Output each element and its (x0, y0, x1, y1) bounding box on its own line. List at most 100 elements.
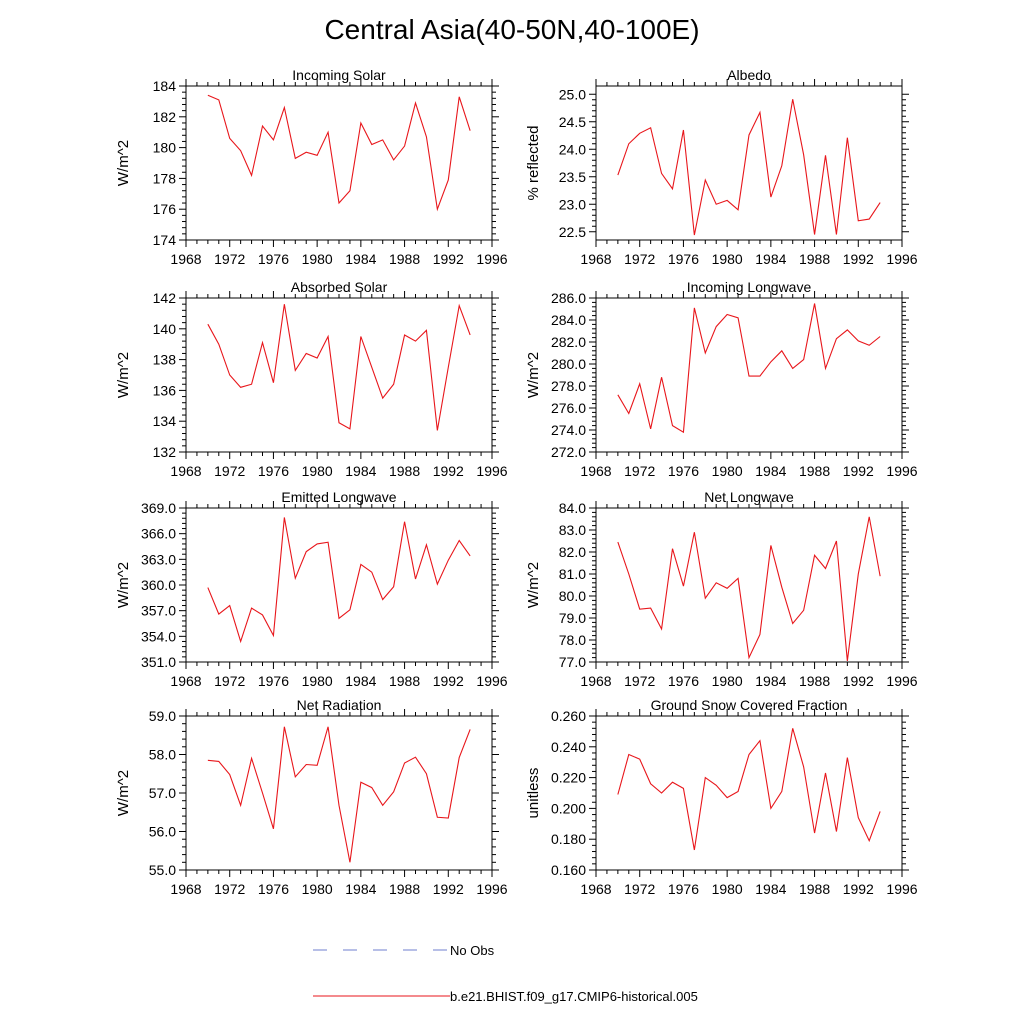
y-tick-label: 0.220 (551, 770, 586, 786)
plot-frame (185, 85, 493, 241)
series-line-model (617, 728, 881, 851)
y-tick-label: 58.0 (149, 747, 176, 763)
x-tick-label: 1996 (886, 251, 917, 267)
y-tick-label: 22.5 (559, 224, 586, 240)
y-tick-label: 174 (153, 232, 177, 248)
y-tick-label: 25.0 (559, 86, 586, 102)
x-tick-label: 1968 (580, 881, 611, 897)
y-tick-label: 276.0 (551, 400, 586, 416)
y-tick-label: 369.0 (141, 500, 176, 516)
x-tick-label: 1976 (258, 881, 289, 897)
x-tick-label: 1968 (170, 251, 201, 267)
x-tick-label: 1980 (302, 463, 333, 479)
x-tick-label: 1972 (624, 673, 655, 689)
series-line-model (617, 303, 881, 434)
x-tick-label: 1988 (799, 251, 830, 267)
y-tick-label: 282.0 (551, 334, 586, 350)
y-tick-label: 136 (153, 382, 177, 398)
x-tick-label: 1976 (668, 673, 699, 689)
x-tick-label: 1992 (433, 463, 464, 479)
panel-title: Incoming Longwave (687, 279, 812, 295)
x-tick-label: 1992 (843, 463, 874, 479)
panel-absorbed-solar: Absorbed Solar W/m^2 1968 1972 1976 1980 1984 1… (115, 279, 508, 479)
x-tick-label: 1976 (668, 463, 699, 479)
x-tick-label: 1968 (580, 463, 611, 479)
x-tick-label: 1980 (302, 673, 333, 689)
panel-incoming-longwave: Incoming Longwave W/m^2 1968 1972 1976 1980 19… (525, 279, 918, 479)
y-tick-label: 280.0 (551, 356, 586, 372)
x-tick-label: 1996 (476, 463, 507, 479)
x-tick-label: 1980 (712, 463, 743, 479)
x-tick-label: 1968 (170, 673, 201, 689)
x-tick-label: 1972 (214, 251, 245, 267)
y-tick-label: 363.0 (141, 551, 176, 567)
x-tick-label: 1984 (345, 463, 376, 479)
panel-title: Net Longwave (704, 489, 794, 505)
plot-frame (185, 507, 493, 663)
y-tick-label: 176 (153, 201, 177, 217)
y-tick-label: 56.0 (149, 824, 176, 840)
x-tick-label: 1996 (886, 673, 917, 689)
x-tick-label: 1972 (624, 251, 655, 267)
y-axis-label: W/m^2 (115, 770, 132, 816)
y-axis-label: W/m^2 (115, 562, 132, 608)
x-tick-label: 1992 (433, 673, 464, 689)
y-tick-label: 59.0 (149, 708, 176, 724)
x-tick-label: 1976 (258, 463, 289, 479)
y-tick-label: 132 (153, 444, 177, 460)
y-tick-label: 182 (153, 109, 177, 125)
x-tick-label: 1988 (799, 881, 830, 897)
y-tick-label: 360.0 (141, 577, 176, 593)
x-tick-label: 1988 (799, 673, 830, 689)
x-tick-label: 1972 (214, 463, 245, 479)
x-tick-label: 1968 (170, 881, 201, 897)
plot-frame (185, 297, 493, 453)
y-tick-label: 0.160 (551, 862, 586, 878)
panel-emitted-longwave: Emitted Longwave W/m^2 1968 1972 1976 1980 198… (115, 489, 508, 689)
x-tick-label: 1988 (799, 463, 830, 479)
x-tick-label: 1984 (345, 881, 376, 897)
y-axis-label: W/m^2 (525, 352, 542, 398)
x-tick-label: 1988 (389, 463, 420, 479)
y-tick-label: 0.260 (551, 708, 586, 724)
x-tick-label: 1992 (843, 881, 874, 897)
y-tick-label: 0.180 (551, 831, 586, 847)
y-tick-label: 272.0 (551, 444, 586, 460)
y-axis-label: W/m^2 (525, 562, 542, 608)
y-tick-label: 351.0 (141, 654, 176, 670)
y-tick-label: 81.0 (559, 566, 586, 582)
y-tick-label: 134 (153, 413, 177, 429)
y-tick-label: 83.0 (559, 522, 586, 538)
series-line-model (617, 99, 881, 236)
y-axis-label: W/m^2 (115, 140, 132, 186)
y-tick-label: 0.240 (551, 739, 586, 755)
y-tick-label: 0.200 (551, 800, 586, 816)
x-tick-label: 1984 (755, 463, 786, 479)
y-tick-label: 55.0 (149, 862, 176, 878)
page-title: Central Asia(40-50N,40-100E) (324, 14, 700, 45)
x-tick-label: 1976 (258, 673, 289, 689)
x-tick-label: 1996 (476, 251, 507, 267)
panel-title: Incoming Solar (292, 67, 386, 83)
legend-label-obs: No Obs (450, 943, 495, 958)
x-tick-label: 1996 (476, 881, 507, 897)
y-tick-label: 278.0 (551, 378, 586, 394)
x-tick-label: 1988 (389, 251, 420, 267)
series-line-model (617, 516, 881, 661)
y-tick-label: 24.5 (559, 114, 586, 130)
panel-title: Net Radiation (297, 697, 382, 713)
x-tick-label: 1972 (624, 881, 655, 897)
series-line-model (207, 303, 471, 431)
x-tick-label: 1968 (580, 673, 611, 689)
y-tick-label: 78.0 (559, 632, 586, 648)
panel-title: Albedo (727, 67, 771, 83)
y-tick-label: 84.0 (559, 500, 586, 516)
x-tick-label: 1984 (345, 251, 376, 267)
panel-net-longwave: Net Longwave W/m^2 1968 1972 1976 1980 1984 198… (525, 489, 918, 689)
plot-frame (595, 715, 903, 871)
x-tick-label: 1980 (712, 673, 743, 689)
x-tick-label: 1984 (755, 673, 786, 689)
x-tick-label: 1968 (580, 251, 611, 267)
panel-title: Absorbed Solar (291, 279, 388, 295)
